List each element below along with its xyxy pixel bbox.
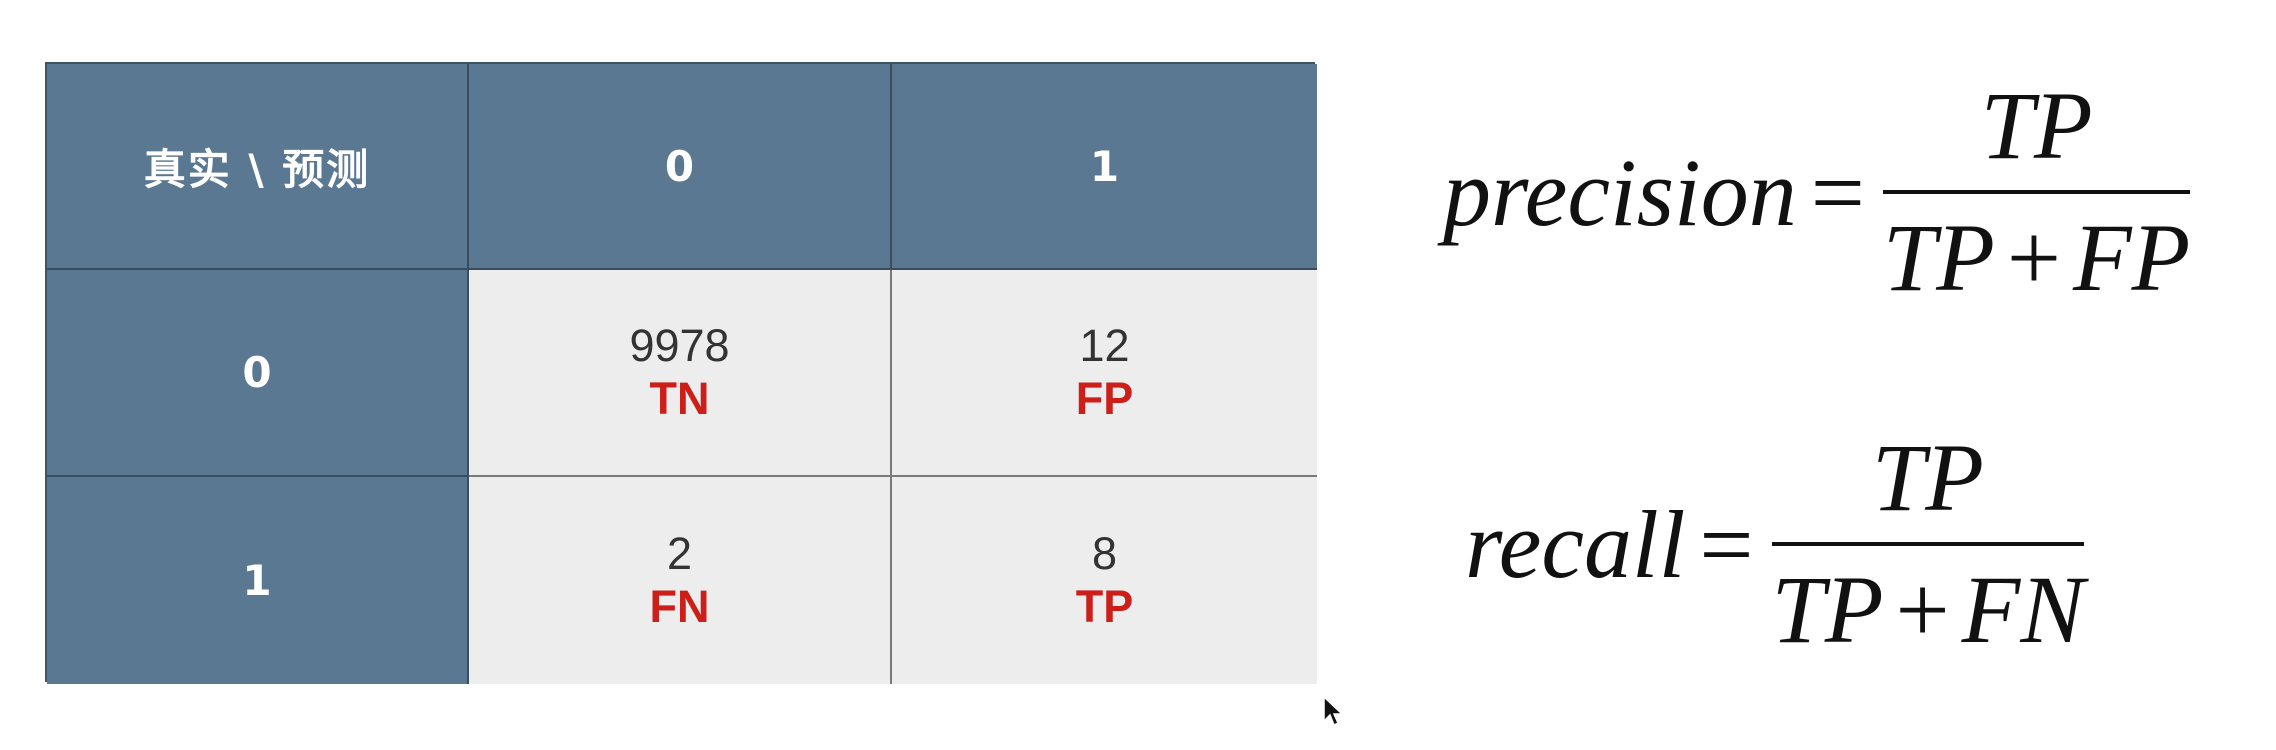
plus-sign: +: [2006, 204, 2062, 311]
cell-label: FP: [1075, 372, 1134, 424]
corner-header: 真实 \ 预测: [47, 64, 469, 270]
row-header-0-label: 0: [242, 348, 272, 397]
precision-formula: precision = TP TP + FP: [1443, 72, 2191, 312]
numerator: TP: [1871, 424, 1984, 531]
cell-fp: 12 FP: [892, 270, 1317, 477]
row-header-1: 1: [47, 477, 469, 684]
fraction: TP TP + FP: [1882, 72, 2191, 312]
col-header-0-label: 0: [664, 141, 695, 191]
cell-fn: 2 FN: [469, 477, 892, 684]
cell-count: 12: [1079, 319, 1130, 371]
equals-sign: =: [1699, 490, 1754, 598]
den-term-right: FN: [1961, 556, 2085, 663]
cell-label: FN: [649, 580, 710, 632]
plus-sign: +: [1895, 556, 1950, 663]
row-header-0: 0: [47, 270, 469, 477]
den-term-left: TP: [1882, 204, 1995, 311]
den-term-right: FP: [2073, 204, 2191, 311]
den-term-left: TP: [1771, 556, 1884, 663]
denominator: TP + FN: [1772, 556, 2085, 664]
cell-count: 8: [1091, 527, 1118, 579]
recall-formula: recall = TP TP + FN: [1465, 424, 2085, 664]
denominator: TP + FP: [1883, 204, 2190, 312]
formula-lhs: precision: [1443, 138, 1797, 246]
fraction: TP TP + FN: [1771, 424, 2085, 664]
cell-tp: 8 TP: [892, 477, 1317, 684]
corner-label: 真实 \ 预测: [143, 144, 371, 194]
cell-label: TN: [649, 372, 710, 424]
confusion-matrix: 真实 \ 预测 0 1 0 9978 TN 12 FP 1 2 FN 8 TP: [45, 62, 1317, 684]
fraction-bar: [1771, 542, 2085, 546]
fraction-bar: [1882, 190, 2191, 194]
cell-count: 2: [666, 527, 693, 579]
col-header-1-label: 1: [1089, 141, 1120, 191]
formula-lhs: recall: [1465, 490, 1686, 598]
numerator: TP: [1980, 72, 2093, 179]
cell-tn: 9978 TN: [469, 270, 892, 477]
col-header-1: 1: [892, 64, 1317, 270]
col-header-0: 0: [469, 64, 892, 270]
equals-sign: =: [1810, 138, 1865, 246]
cell-label: TP: [1075, 580, 1134, 632]
row-header-1-label: 1: [242, 556, 272, 605]
cell-count: 9978: [629, 319, 730, 371]
mouse-pointer-icon: [1322, 695, 1344, 733]
